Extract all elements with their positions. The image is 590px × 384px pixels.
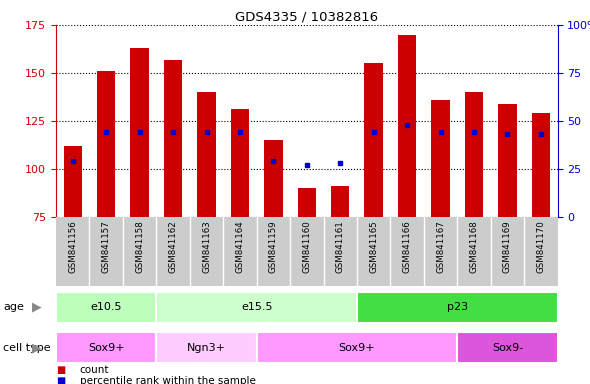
Bar [156,292,357,323]
Bar [431,100,450,217]
Bar [197,92,216,217]
Bar [357,292,558,323]
Text: GSM841157: GSM841157 [101,220,111,273]
Text: GSM841165: GSM841165 [369,220,378,273]
Text: Sox9+: Sox9+ [88,343,124,353]
Text: GSM841170: GSM841170 [536,220,545,273]
Text: ▶: ▶ [32,301,41,314]
Bar [365,63,383,217]
Text: Sox9-: Sox9- [492,343,523,353]
Bar [130,48,149,217]
Bar [231,109,249,217]
Text: p23: p23 [447,302,468,312]
Bar [498,104,517,217]
Text: GSM841162: GSM841162 [169,220,178,273]
Text: GSM841161: GSM841161 [336,220,345,273]
Text: ■: ■ [56,365,65,375]
Text: GSM841167: GSM841167 [436,220,445,273]
Bar [532,113,550,217]
Bar [97,71,116,217]
Text: cell type: cell type [3,343,51,353]
Bar [156,332,257,363]
Text: GSM841158: GSM841158 [135,220,144,273]
Text: GSM841169: GSM841169 [503,220,512,273]
Bar [465,92,483,217]
Text: GSM841164: GSM841164 [235,220,244,273]
Text: count: count [80,365,109,375]
Text: e15.5: e15.5 [241,302,273,312]
Bar [56,332,156,363]
Text: GSM841163: GSM841163 [202,220,211,273]
Text: GSM841160: GSM841160 [302,220,312,273]
Text: ■: ■ [56,376,65,384]
Text: age: age [3,302,24,312]
Bar [297,188,316,217]
Bar [264,140,283,217]
Bar [457,332,558,363]
Bar [64,146,82,217]
Text: GSM841166: GSM841166 [402,220,412,273]
Text: GSM841159: GSM841159 [269,220,278,273]
Text: ▶: ▶ [32,341,41,354]
Bar [56,292,156,323]
Text: GSM841156: GSM841156 [68,220,77,273]
Title: GDS4335 / 10382816: GDS4335 / 10382816 [235,11,378,24]
Text: percentile rank within the sample: percentile rank within the sample [80,376,255,384]
Text: e10.5: e10.5 [90,302,122,312]
Bar [398,35,417,217]
Bar [257,332,457,363]
Text: GSM841168: GSM841168 [470,220,478,273]
Text: Sox9+: Sox9+ [339,343,375,353]
Bar [331,186,349,217]
Text: Ngn3+: Ngn3+ [187,343,226,353]
Bar [164,60,182,217]
